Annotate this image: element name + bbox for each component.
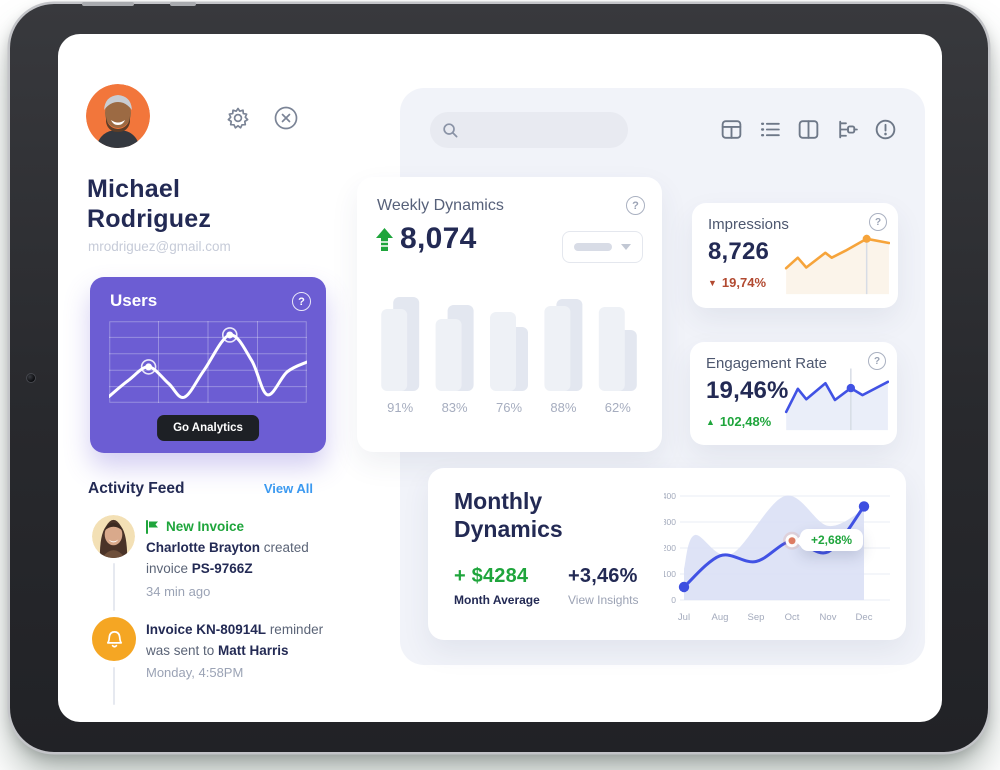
help-icon[interactable]: ?	[868, 352, 886, 370]
toolbar	[719, 117, 898, 142]
impressions-card: Impressions ? 8,726 ▼ 19,74%	[692, 203, 898, 308]
chevron-down-icon	[621, 244, 631, 250]
feed-connector-line	[113, 667, 115, 705]
search-icon	[443, 122, 458, 137]
svg-text:200: 200	[664, 543, 676, 553]
profile-email: mrodriguez@gmail.com	[88, 239, 231, 254]
svg-text:83%: 83%	[442, 400, 468, 415]
view-all-link[interactable]: View All	[263, 481, 313, 496]
svg-text:400: 400	[664, 491, 676, 501]
help-icon[interactable]: ?	[626, 196, 645, 215]
feed-badge: New Invoice	[146, 519, 244, 534]
help-icon[interactable]: ?	[869, 213, 887, 231]
feed-connector-line	[113, 563, 115, 611]
columns-view-icon[interactable]	[796, 117, 821, 142]
engagement-value: 19,46%	[706, 377, 789, 404]
table-view-icon[interactable]	[719, 117, 744, 142]
svg-text:76%: 76%	[496, 400, 522, 415]
svg-text:100: 100	[664, 569, 676, 579]
engagement-title: Engagement Rate	[706, 355, 827, 372]
feed-bell-badge	[92, 617, 136, 661]
tablet-frame: Michael Rodriguez mrodriguez@gmail.com U…	[10, 2, 988, 752]
trend-down-icon: ▼	[708, 277, 717, 288]
period-dropdown[interactable]	[562, 231, 643, 263]
svg-text:Sep: Sep	[748, 612, 765, 623]
users-sparkline-chart	[109, 321, 307, 403]
settings-gear-icon[interactable]	[224, 104, 252, 132]
svg-text:62%: 62%	[605, 400, 631, 415]
engagement-delta: ▲ 102,48%	[706, 414, 772, 429]
engagement-card: Engagement Rate ? 19,46% ▲ 102,48%	[690, 342, 897, 445]
svg-text:Dec: Dec	[856, 612, 873, 623]
month-average-stat: + $4284 Month Average	[454, 565, 540, 607]
view-insights-label: View Insights	[568, 593, 639, 607]
svg-text:Nov: Nov	[820, 612, 837, 623]
svg-text:88%: 88%	[550, 400, 576, 415]
users-card: Users ? Go Analytics	[90, 277, 326, 453]
chart-tooltip: +2,68%	[800, 529, 864, 551]
weekly-card-title: Weekly Dynamics	[377, 197, 504, 214]
trend-up-icon: ▲	[706, 416, 715, 427]
monthly-dynamics-card: Monthly Dynamics + $4284 Month Average +…	[428, 468, 906, 640]
volume-button	[82, 2, 134, 6]
feed-badge-label: New Invoice	[166, 519, 245, 534]
svg-text:91%: 91%	[387, 400, 413, 415]
app-screen: Michael Rodriguez mrodriguez@gmail.com U…	[58, 34, 942, 722]
dropdown-placeholder-bar	[574, 243, 612, 251]
profile-name: Michael Rodriguez	[87, 175, 212, 233]
feed-item-time: 34 min ago	[146, 584, 211, 599]
flag-icon	[146, 519, 158, 534]
monthly-dynamics-chart: 0 100 200 300 400 Jul Aug Sep Oct Nov Dec	[664, 491, 890, 623]
impressions-value: 8,726	[708, 238, 770, 265]
weekly-value-row: 8,074	[375, 222, 477, 256]
svg-text:Jul: Jul	[678, 612, 690, 623]
svg-text:300: 300	[664, 517, 676, 527]
feed-avatar-charlotte	[92, 515, 135, 558]
engagement-sparkline-chart	[784, 368, 889, 431]
impressions-sparkline-chart	[784, 234, 890, 295]
feed-item-text[interactable]: Invoice KN-80914L reminder was sent to M…	[146, 622, 324, 658]
users-card-title: Users	[110, 291, 158, 310]
svg-text:Oct: Oct	[785, 612, 800, 623]
impressions-title: Impressions	[708, 216, 789, 233]
search-input[interactable]	[467, 122, 617, 138]
flow-icon[interactable]	[835, 117, 860, 142]
weekly-value: 8,074	[400, 222, 477, 255]
list-view-icon[interactable]	[758, 117, 783, 142]
go-analytics-button[interactable]: Go Analytics	[157, 415, 259, 441]
alert-circle-icon[interactable]	[873, 117, 898, 142]
close-icon[interactable]	[272, 104, 300, 132]
impressions-delta: ▼ 19,74%	[708, 275, 767, 290]
power-button	[170, 2, 196, 6]
bell-icon	[106, 630, 122, 648]
search-bar[interactable]	[430, 112, 628, 148]
trend-up-arrow-icon	[376, 227, 393, 251]
weekly-bars-chart: 91% 83% 76% 88% 62%	[381, 297, 637, 415]
activity-feed-header: Activity Feed	[88, 480, 185, 497]
help-icon[interactable]: ?	[292, 292, 311, 311]
feed-item-time: Monday, 4:58PM	[146, 665, 244, 680]
user-avatar	[86, 84, 150, 148]
svg-text:0: 0	[671, 595, 676, 605]
monthly-title: Monthly Dynamics	[454, 488, 563, 542]
feed-item-text[interactable]: Charlotte Brayton created invoice PS-976…	[146, 540, 309, 576]
svg-text:Aug: Aug	[712, 612, 729, 623]
front-camera	[26, 373, 36, 383]
weekly-dynamics-card: Weekly Dynamics ? 8,074 91% 83% 76% 88% 62%	[357, 177, 662, 452]
view-insights-stat: +3,46% View Insights	[568, 565, 639, 607]
